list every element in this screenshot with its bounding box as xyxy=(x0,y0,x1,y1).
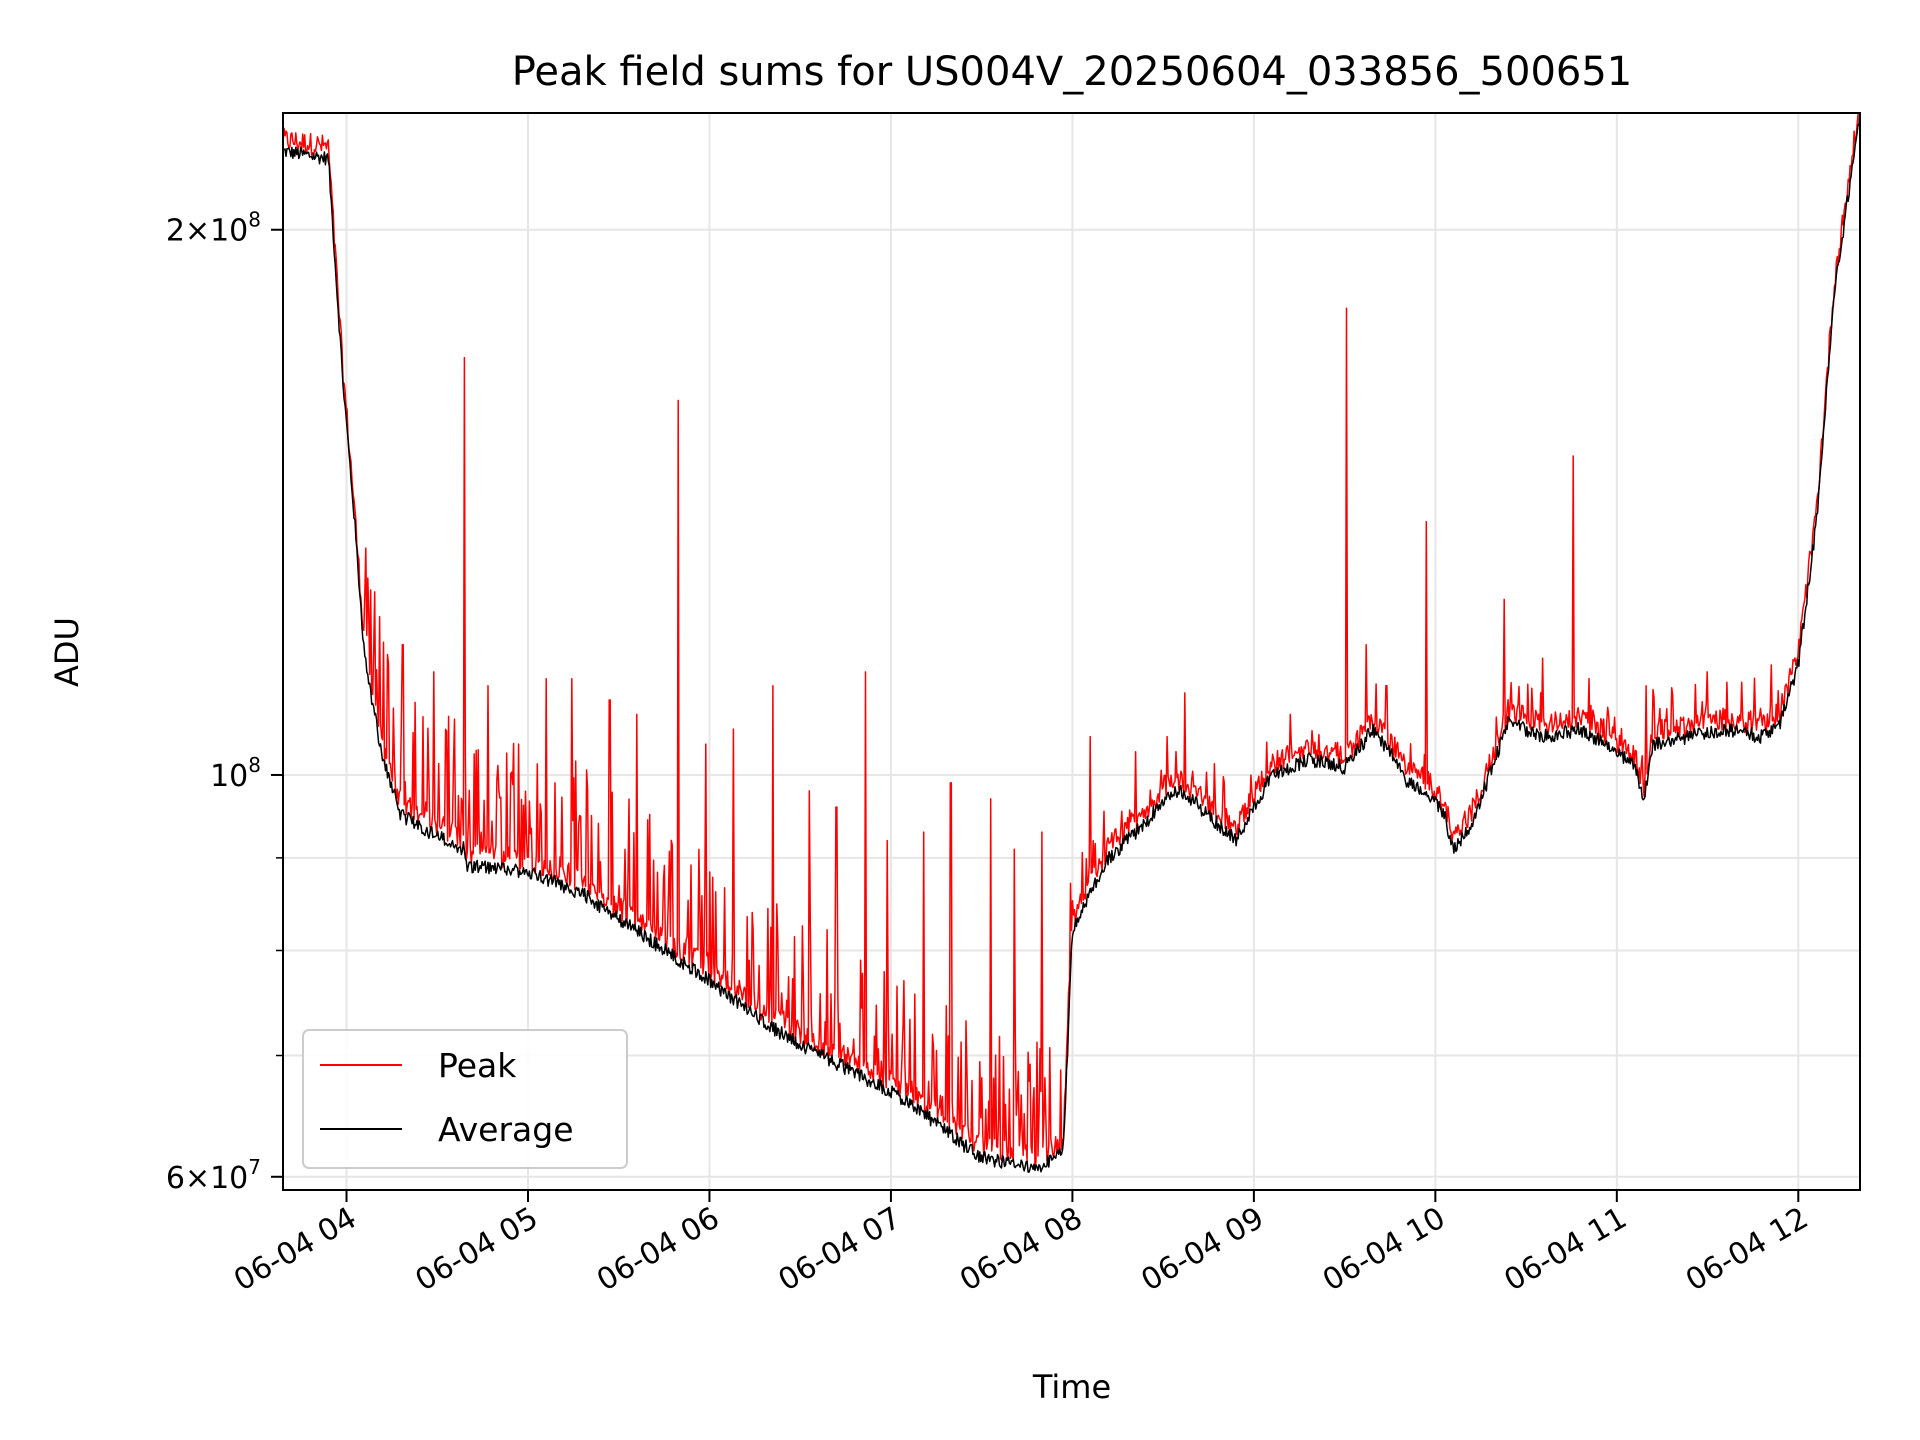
series-average-line xyxy=(283,113,1860,1173)
legend: Peak Average xyxy=(302,1029,628,1169)
plot-area xyxy=(283,113,1860,1173)
series-peak-line xyxy=(283,113,1859,1171)
y-tick-label: 2×108 xyxy=(166,208,261,249)
y-axis-title: ADU xyxy=(48,617,86,687)
y-tick-label: 6×107 xyxy=(166,1155,261,1196)
legend-label-peak: Peak xyxy=(438,1046,517,1085)
chart-title: Peak field sums for US004V_20250604_0338… xyxy=(512,49,1633,95)
x-axis-title: Time xyxy=(1032,1368,1111,1406)
y-tick-label: 108 xyxy=(210,753,261,794)
series-layer xyxy=(283,113,1860,1173)
y-axis: 2×108 108 6×107 xyxy=(166,208,283,1196)
legend-label-average: Average xyxy=(438,1110,574,1149)
